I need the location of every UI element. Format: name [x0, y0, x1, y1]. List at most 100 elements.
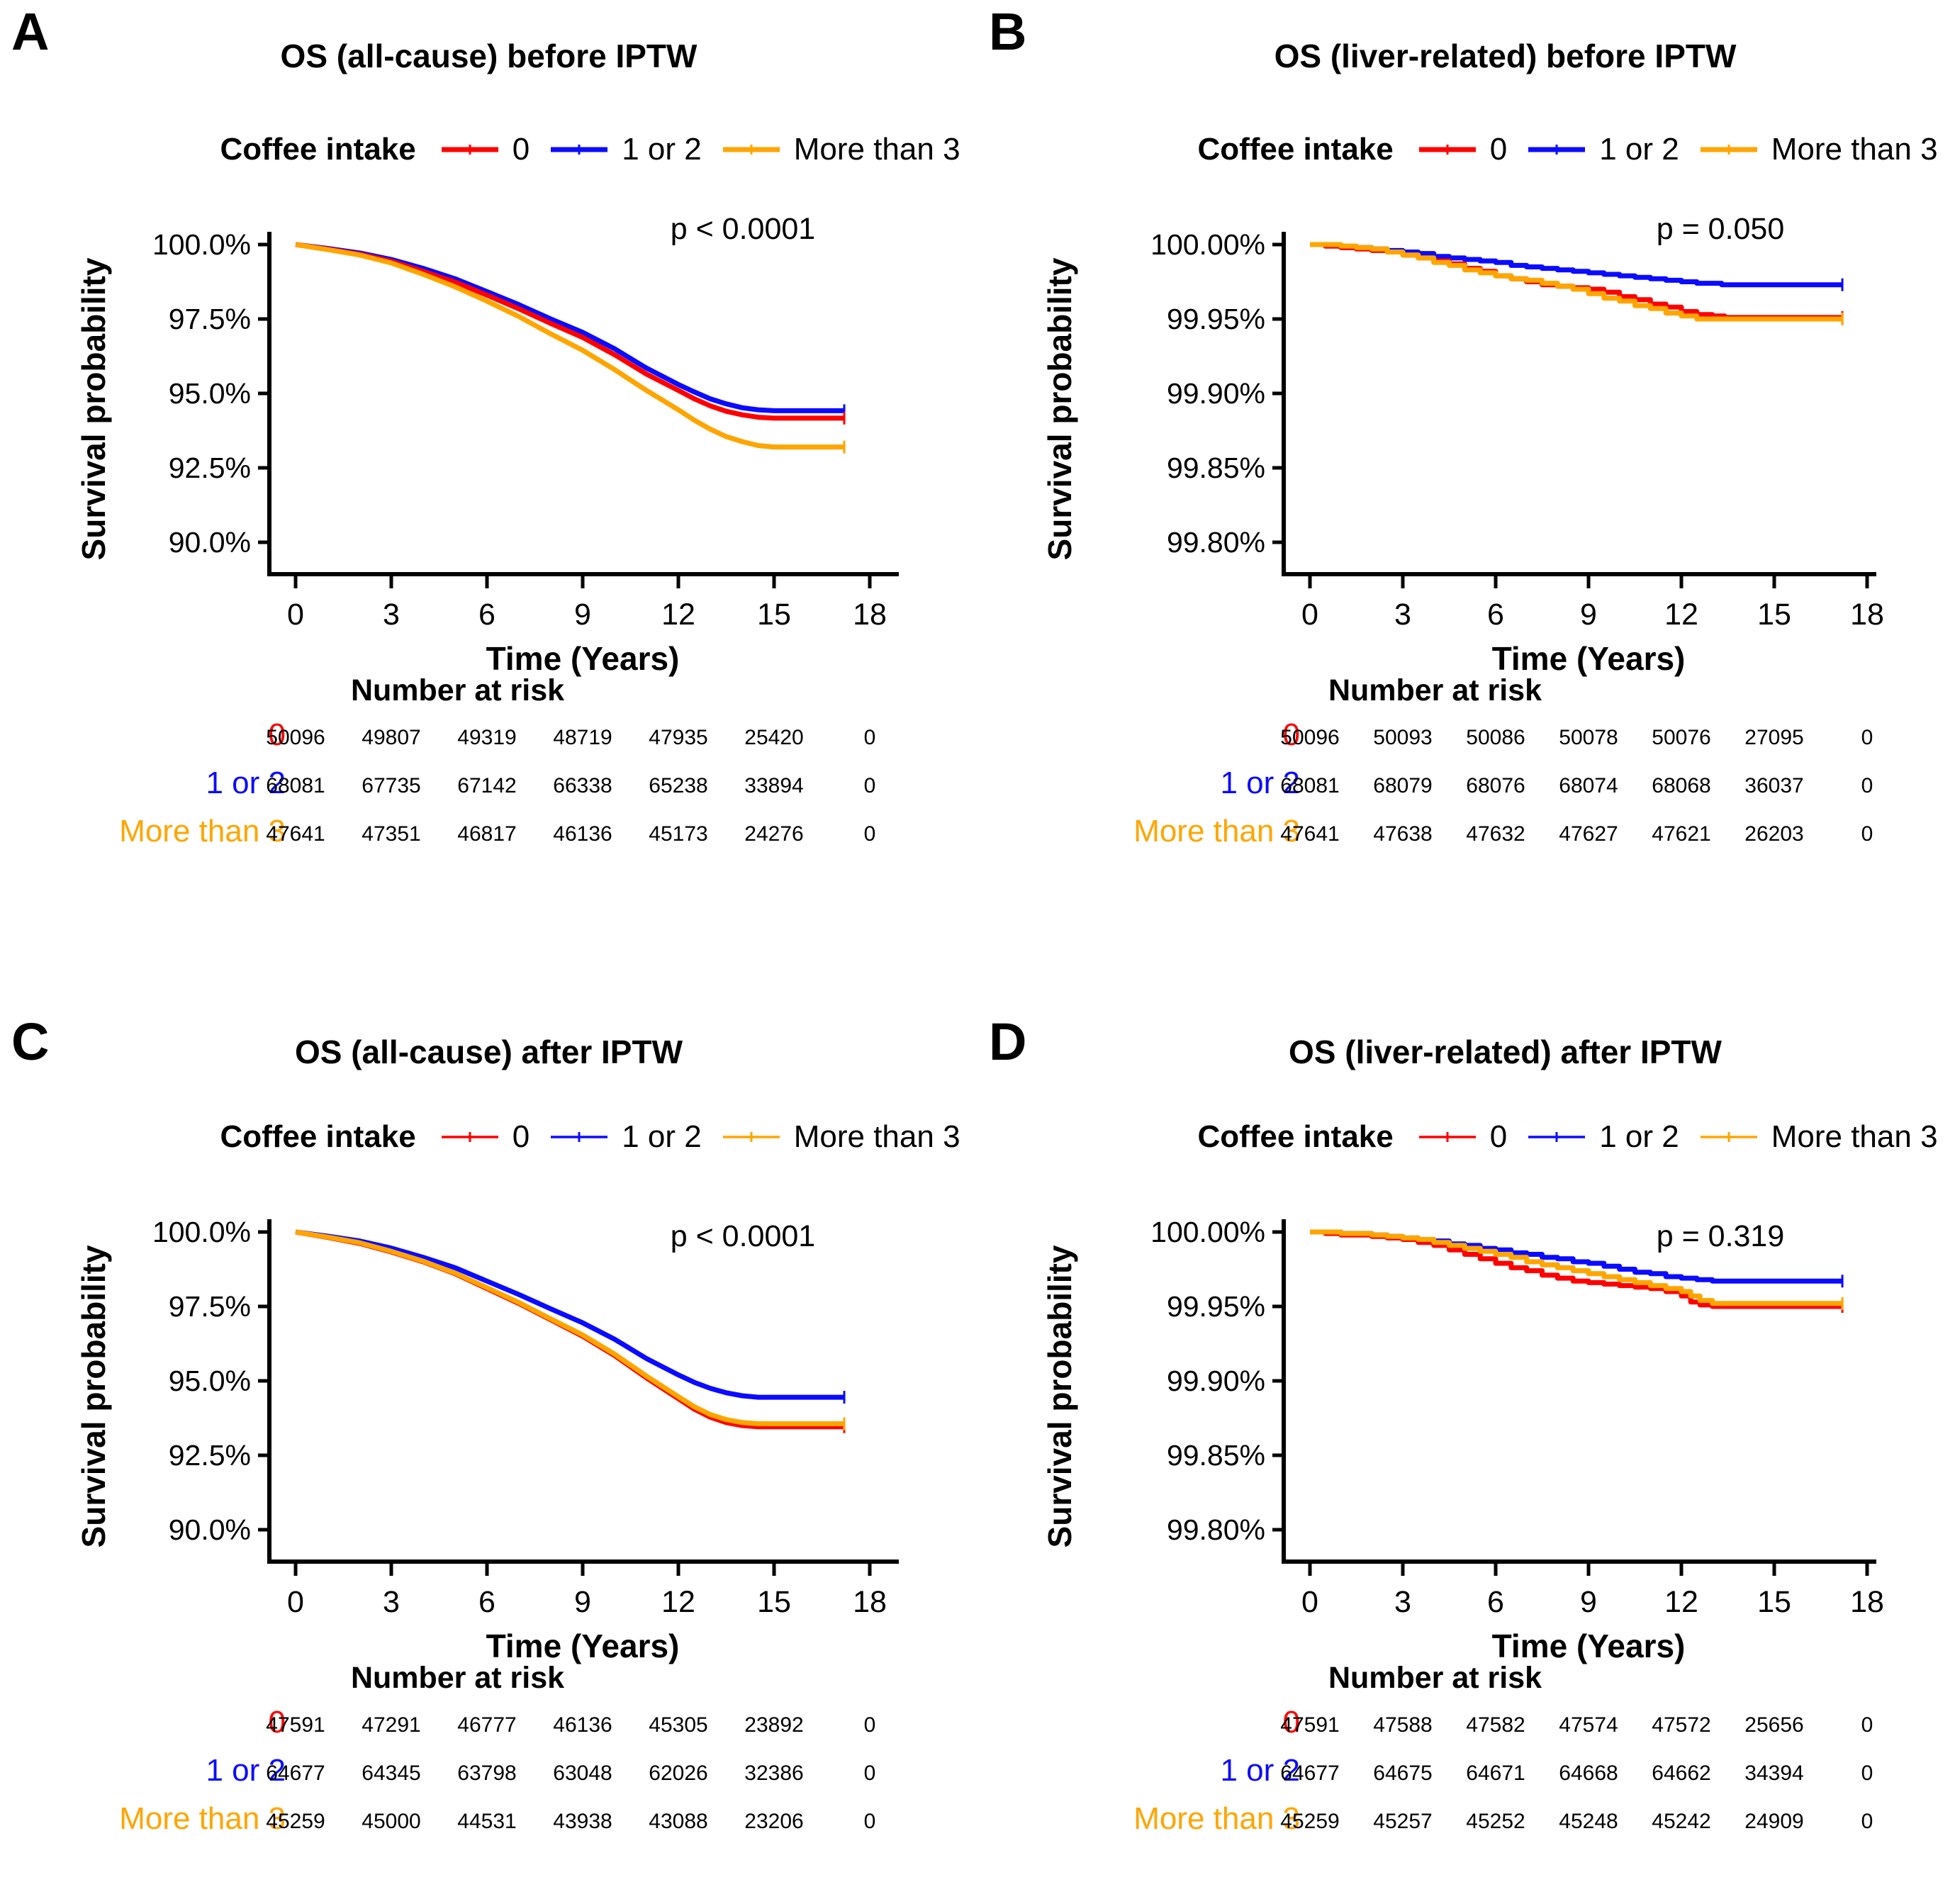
x-tick-label: 6	[478, 598, 495, 632]
km-plot: 100.00% 99.95% 99.90% 99.85% 99.80% 0 3 6 9 12 15 1…	[1041, 1216, 1884, 1664]
risk-count: 45252	[1466, 1810, 1525, 1833]
x-axis-label: Time (Years)	[486, 640, 680, 677]
y-tick-label: 97.5%	[169, 1290, 251, 1323]
risk-count: 36037	[1744, 774, 1804, 797]
x-tick-label: 0	[1301, 1585, 1318, 1619]
risk-count: 62026	[649, 1762, 708, 1785]
risk-row-label: 1 or 2	[1220, 766, 1300, 800]
risk-count: 45248	[1559, 1810, 1618, 1833]
risk-count: 47638	[1373, 822, 1433, 846]
y-axis-label: Survival probability	[75, 257, 112, 560]
legend-label: More than 3	[1771, 132, 1938, 167]
legend-item: More than 3	[1698, 1119, 1938, 1155]
x-tick-label: 6	[1487, 1585, 1504, 1619]
legend-label: 1 or 2	[1599, 132, 1679, 167]
risk-count: 47351	[362, 822, 421, 846]
risk-count: 47632	[1466, 822, 1525, 846]
legend-item: 1 or 2	[548, 132, 702, 167]
risk-count: 64662	[1652, 1762, 1711, 1785]
x-axis-label: Time (Years)	[486, 1628, 680, 1664]
risk-count: 65238	[649, 774, 708, 797]
x-tick-label: 15	[1757, 1585, 1791, 1619]
risk-count: 64677	[266, 1762, 325, 1785]
y-tick-label: 90.0%	[169, 1513, 251, 1546]
km-curve-0	[295, 242, 844, 421]
risk-count: 47291	[362, 1713, 421, 1737]
risk-table-header: Number at risk	[350, 673, 565, 707]
legend: Coffee intake 0 1 or 2 More than 3	[1079, 132, 1955, 167]
risk-count: 0	[863, 1810, 876, 1833]
risk-count: 68074	[1559, 774, 1618, 797]
risk-count: 50076	[1652, 726, 1711, 749]
x-tick-label: 12	[1664, 598, 1698, 632]
legend-label: 0	[1489, 1119, 1508, 1154]
y-tick-label: 100.00%	[1150, 1216, 1265, 1248]
y-tick-label: 99.80%	[1167, 1513, 1265, 1546]
x-tick-label: 18	[853, 598, 887, 632]
panel-b: B OS (liver-related) before IPTW Coffee …	[978, 0, 1955, 917]
p-value: p < 0.0001	[671, 212, 815, 246]
risk-row-label: More than 3	[119, 1801, 286, 1836]
legend-line-icon	[1700, 1132, 1757, 1142]
km-curve-1 or 2	[295, 242, 844, 413]
risk-count: 24909	[1744, 1810, 1804, 1833]
risk-row-label: 1 or 2	[206, 766, 286, 800]
risk-count: 0	[863, 1713, 876, 1737]
risk-count: 64677	[1280, 1762, 1340, 1785]
x-tick-label: 9	[1580, 1585, 1597, 1619]
legend: Coffee intake 0 1 or 2 More than 3	[101, 1119, 1079, 1155]
x-tick-label: 9	[1580, 598, 1597, 632]
risk-count: 67142	[457, 774, 517, 797]
legend-line-icon	[551, 145, 608, 155]
risk-row-label: 0	[268, 717, 286, 752]
legend-item: 0	[439, 132, 530, 167]
km-curve-More than 3	[295, 1229, 844, 1426]
risk-count: 24276	[744, 822, 804, 846]
legend-line-icon	[1528, 1132, 1586, 1142]
risk-count: 43088	[649, 1810, 708, 1833]
y-tick-label: 92.5%	[169, 452, 251, 484]
risk-row: 1 or 2 64677 64345 63798 63048 62026 32386 0	[0, 1750, 978, 1798]
risk-row: More than 3 47641 47638 47632 47627 47621 2620…	[978, 811, 1955, 859]
legend-line-icon	[722, 145, 780, 155]
risk-count: 68079	[1373, 774, 1433, 797]
legend-label: 1 or 2	[1599, 1119, 1679, 1154]
risk-row-label: 1 or 2	[206, 1753, 286, 1788]
legend-item: 0	[1416, 1119, 1507, 1155]
legend-title: Coffee intake	[1197, 1119, 1394, 1154]
y-tick-label: 92.5%	[169, 1439, 251, 1472]
risk-count: 23206	[744, 1810, 804, 1833]
panel-a: A OS (all-cause) before IPTW Coffee inta…	[0, 0, 978, 917]
risk-count: 47621	[1652, 822, 1711, 846]
p-value: p < 0.0001	[671, 1219, 815, 1253]
x-tick-label: 15	[757, 598, 791, 632]
x-tick-label: 18	[1850, 1585, 1884, 1619]
risk-count: 43938	[553, 1810, 612, 1833]
risk-count: 25656	[1744, 1713, 1804, 1737]
legend-label: 0	[512, 132, 530, 167]
risk-table: 0 47591 47291 46777 46136 45305 23892 0 1 or 2 64…	[0, 1702, 978, 1865]
risk-count: 47588	[1373, 1713, 1433, 1737]
legend-label: More than 3	[793, 1119, 960, 1154]
risk-count: 47572	[1652, 1713, 1711, 1737]
legend-title: Coffee intake	[220, 1119, 416, 1154]
risk-row-label: 1 or 2	[1220, 1753, 1300, 1788]
panel-c: C OS (all-cause) after IPTW Coffee intak…	[0, 987, 978, 1904]
legend: Coffee intake 0 1 or 2 More than 3	[1079, 1119, 1955, 1155]
y-axis-label: Survival probability	[1041, 1245, 1078, 1547]
risk-count: 44531	[457, 1810, 517, 1833]
x-tick-label: 3	[1394, 598, 1411, 632]
risk-count: 64345	[362, 1762, 421, 1785]
risk-row-label: More than 3	[1133, 814, 1300, 849]
legend-label: 1 or 2	[622, 1119, 702, 1154]
risk-count: 0	[863, 1762, 876, 1785]
y-axis-label: Survival probability	[1041, 257, 1078, 560]
risk-count: 0	[1861, 1762, 1873, 1785]
risk-count: 66338	[553, 774, 612, 797]
risk-count: 63798	[457, 1762, 517, 1785]
risk-count: 45000	[362, 1810, 421, 1833]
risk-table-header: Number at risk	[1328, 1661, 1542, 1695]
risk-count: 67735	[362, 774, 421, 797]
panel-title: OS (liver-related) before IPTW	[1274, 38, 1737, 74]
km-figure: { "figure": { "description": "Kaplan-Mei…	[0, 0, 1955, 1836]
